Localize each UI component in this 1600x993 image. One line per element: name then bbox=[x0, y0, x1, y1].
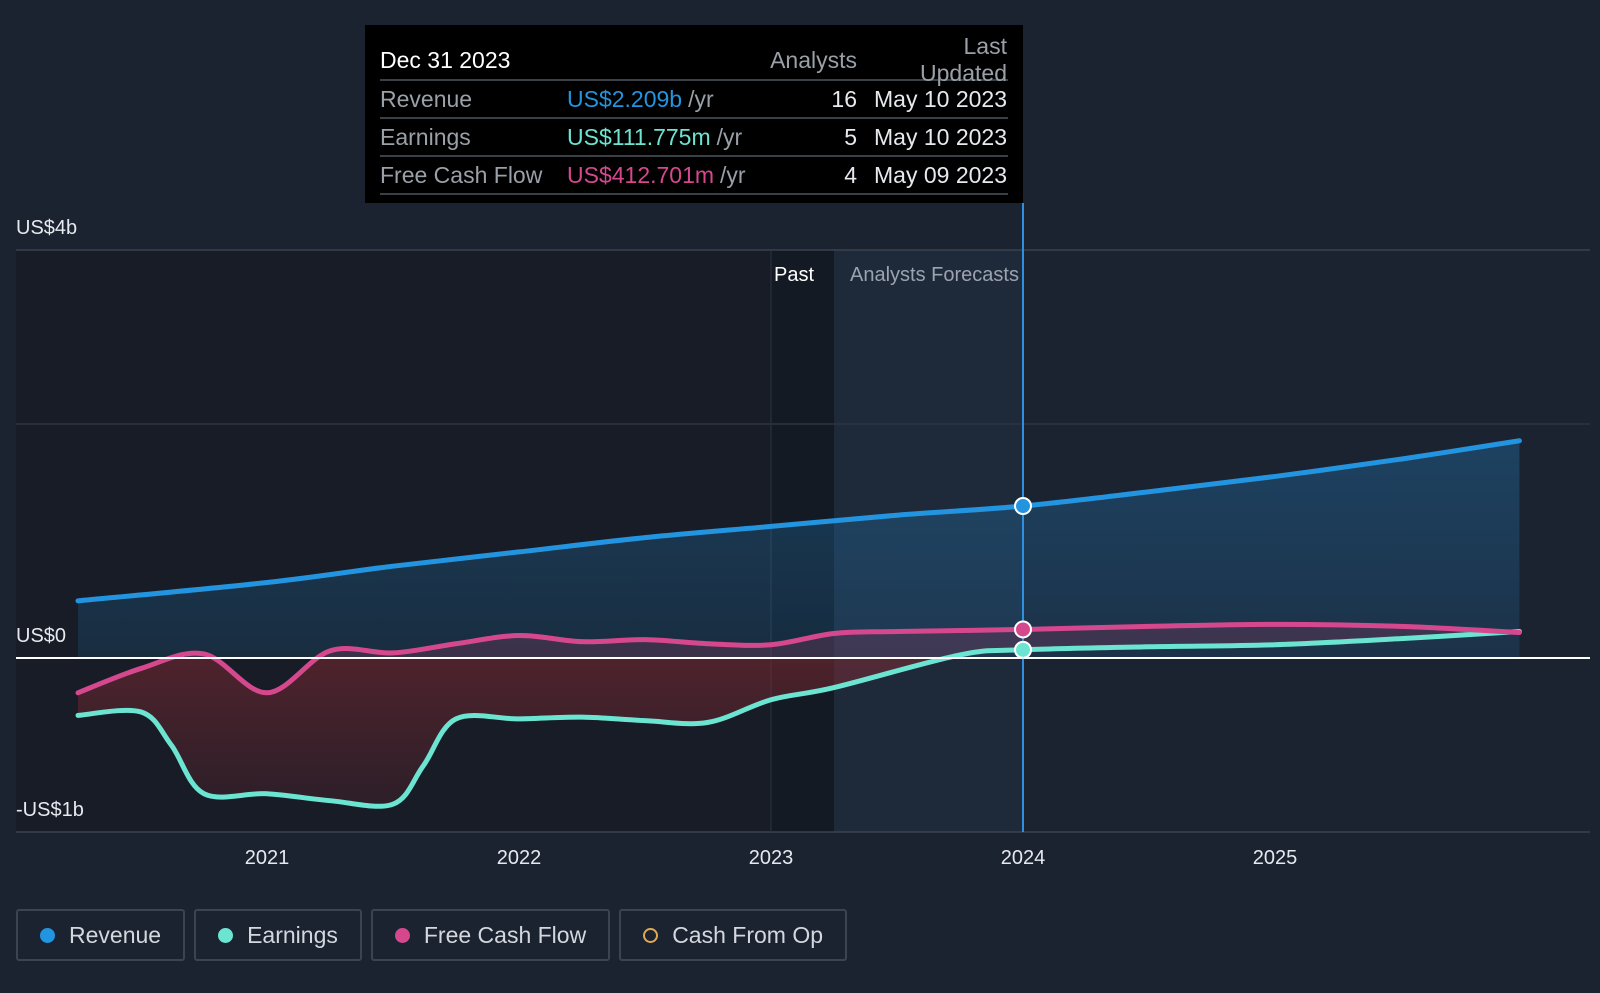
tooltip-row-revenue: Revenue US$2.209b/yr 16 May 10 2023 bbox=[380, 81, 1008, 119]
tooltip-value-text: US$111.775m bbox=[567, 123, 711, 150]
free-cash-flow-dot-icon bbox=[394, 927, 410, 943]
legend-label: Earnings bbox=[247, 921, 338, 948]
tooltip-analysts-count: 4 bbox=[844, 161, 857, 188]
tooltip-analysts-count: 16 bbox=[831, 85, 857, 112]
legend-item-cash-from-op[interactable]: Cash From Op bbox=[619, 909, 848, 961]
tooltip-value: US$2.209b/yr bbox=[567, 86, 767, 113]
legend-item-earnings[interactable]: Earnings bbox=[194, 909, 362, 961]
revenue-line bbox=[75, 438, 1522, 604]
tooltip-value-text: US$2.209b bbox=[567, 85, 683, 112]
legend-item-free-cash-flow[interactable]: Free Cash Flow bbox=[370, 909, 611, 961]
y-tick-label: US$0 bbox=[16, 625, 66, 647]
x-tick-label: 2023 bbox=[749, 847, 794, 869]
cash-from-op-ring-icon bbox=[643, 927, 659, 943]
x-tick-label: 2024 bbox=[1001, 847, 1046, 869]
tooltip-analysts-count: 5 bbox=[844, 123, 857, 150]
y-tick-label: -US$1b bbox=[16, 799, 84, 821]
tooltip-value-text: US$412.701m bbox=[567, 161, 715, 188]
tooltip-row-earnings: Earnings US$111.775m/yr 5 May 10 2023 bbox=[380, 119, 1008, 157]
cursor-marker bbox=[1014, 640, 1032, 659]
tooltip-header: Dec 31 2023 Analysts Last Updated bbox=[380, 33, 1008, 86]
tooltip-analysts-header: Analysts bbox=[770, 46, 857, 73]
tooltip-unit: /yr bbox=[716, 123, 743, 150]
cursor-marker bbox=[1014, 620, 1032, 639]
tooltip-label: Revenue bbox=[380, 85, 473, 112]
past-label: Past bbox=[774, 264, 814, 286]
legend-label: Free Cash Flow bbox=[423, 921, 587, 948]
tooltip-label: Earnings bbox=[380, 123, 471, 150]
tooltip-row-free-cash-flow: Free Cash Flow US$412.701m/yr 4 May 09 2… bbox=[380, 157, 1008, 195]
chart-legend: Revenue Earnings Free Cash Flow Cash Fro… bbox=[16, 909, 848, 961]
tooltip-updated-date: May 10 2023 bbox=[874, 123, 1007, 150]
legend-label: Revenue bbox=[69, 921, 162, 948]
legend-label: Cash From Op bbox=[672, 921, 824, 948]
tooltip-updated-date: May 09 2023 bbox=[874, 161, 1007, 188]
y-tick-label: US$4b bbox=[16, 217, 77, 239]
fcf-earnings-area-negative bbox=[78, 658, 947, 807]
earnings-dot-icon bbox=[218, 927, 234, 943]
revenue-area bbox=[78, 440, 1520, 658]
tooltip-unit: /yr bbox=[688, 85, 714, 112]
tooltip-label: Free Cash Flow bbox=[380, 161, 543, 188]
x-tick-label: 2022 bbox=[497, 847, 542, 869]
earnings-line bbox=[75, 628, 1522, 809]
data-tooltip: Dec 31 2023 Analysts Last Updated Revenu… bbox=[365, 25, 1023, 203]
cursor-marker bbox=[1014, 497, 1032, 516]
free-cash-flow-line bbox=[75, 621, 1522, 696]
tooltip-value: US$412.701m/yr bbox=[567, 162, 767, 189]
x-tick-label: 2021 bbox=[245, 847, 290, 869]
tooltip-last-updated-header: Last Updated bbox=[920, 33, 1007, 86]
forecast-label: Analysts Forecasts bbox=[850, 264, 1019, 286]
tooltip-date: Dec 31 2023 bbox=[380, 46, 511, 73]
tooltip-updated-date: May 10 2023 bbox=[874, 85, 1007, 112]
tooltip-value: US$111.775m/yr bbox=[567, 124, 767, 151]
legend-item-revenue[interactable]: Revenue bbox=[16, 909, 186, 961]
x-tick-label: 2025 bbox=[1253, 847, 1298, 869]
tooltip-unit: /yr bbox=[720, 161, 746, 188]
fcf-earnings-area-positive bbox=[170, 624, 1520, 658]
revenue-dot-icon bbox=[40, 927, 55, 943]
